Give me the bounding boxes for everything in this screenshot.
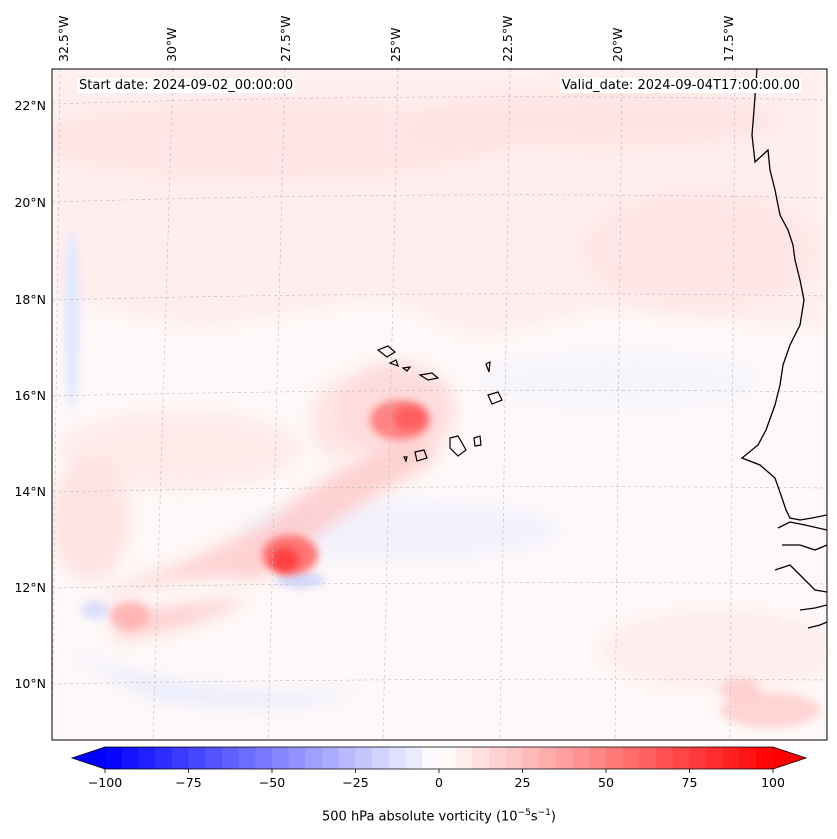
lat-label: 22°N [14,98,46,113]
gridlines [52,69,827,740]
colorbar-label-end: ) [550,809,556,825]
vorticity-field [52,69,827,728]
lon-label: 22.5°W [500,16,515,62]
lon-label: 30°W [164,27,179,62]
colorbar-label-exp1: −5 [517,808,531,818]
lat-label: 14°N [14,484,46,499]
colorbar-label-unit: s [530,809,538,825]
lat-label: 20°N [14,195,46,210]
map-frame [51,68,828,741]
africa-coastline [740,69,827,629]
lat-label: 10°N [14,676,46,691]
longitude-labels: 32.5°W 30°W 27.5°W 25°W 22.5°W 20°W 17.5… [56,16,736,62]
lat-label: 18°N [14,292,46,307]
colorbar-label-exp2: −1 [537,808,551,818]
lon-label: 17.5°W [721,16,736,62]
colorbar-label: 500 hPa absolute vorticity (10−5s−1) [0,808,837,824]
lon-label: 25°W [388,27,403,62]
cape-verde-islands [376,345,503,463]
lon-label: 27.5°W [278,16,293,62]
lon-label: 32.5°W [56,16,71,62]
start-date-label: Start date: 2024-09-02_00:00:00 [77,78,296,93]
colorbar-label-text: 500 hPa absolute vorticity (10 [322,809,518,825]
lat-label: 12°N [14,580,46,595]
lat-label: 16°N [14,388,46,403]
valid-date-label: Valid_date: 2024-09-04T17:00:00.00 [559,78,802,93]
lon-label: 20°W [610,27,625,62]
latitude-labels: 22°N 20°N 18°N 16°N 14°N 12°N 10°N [14,98,46,691]
